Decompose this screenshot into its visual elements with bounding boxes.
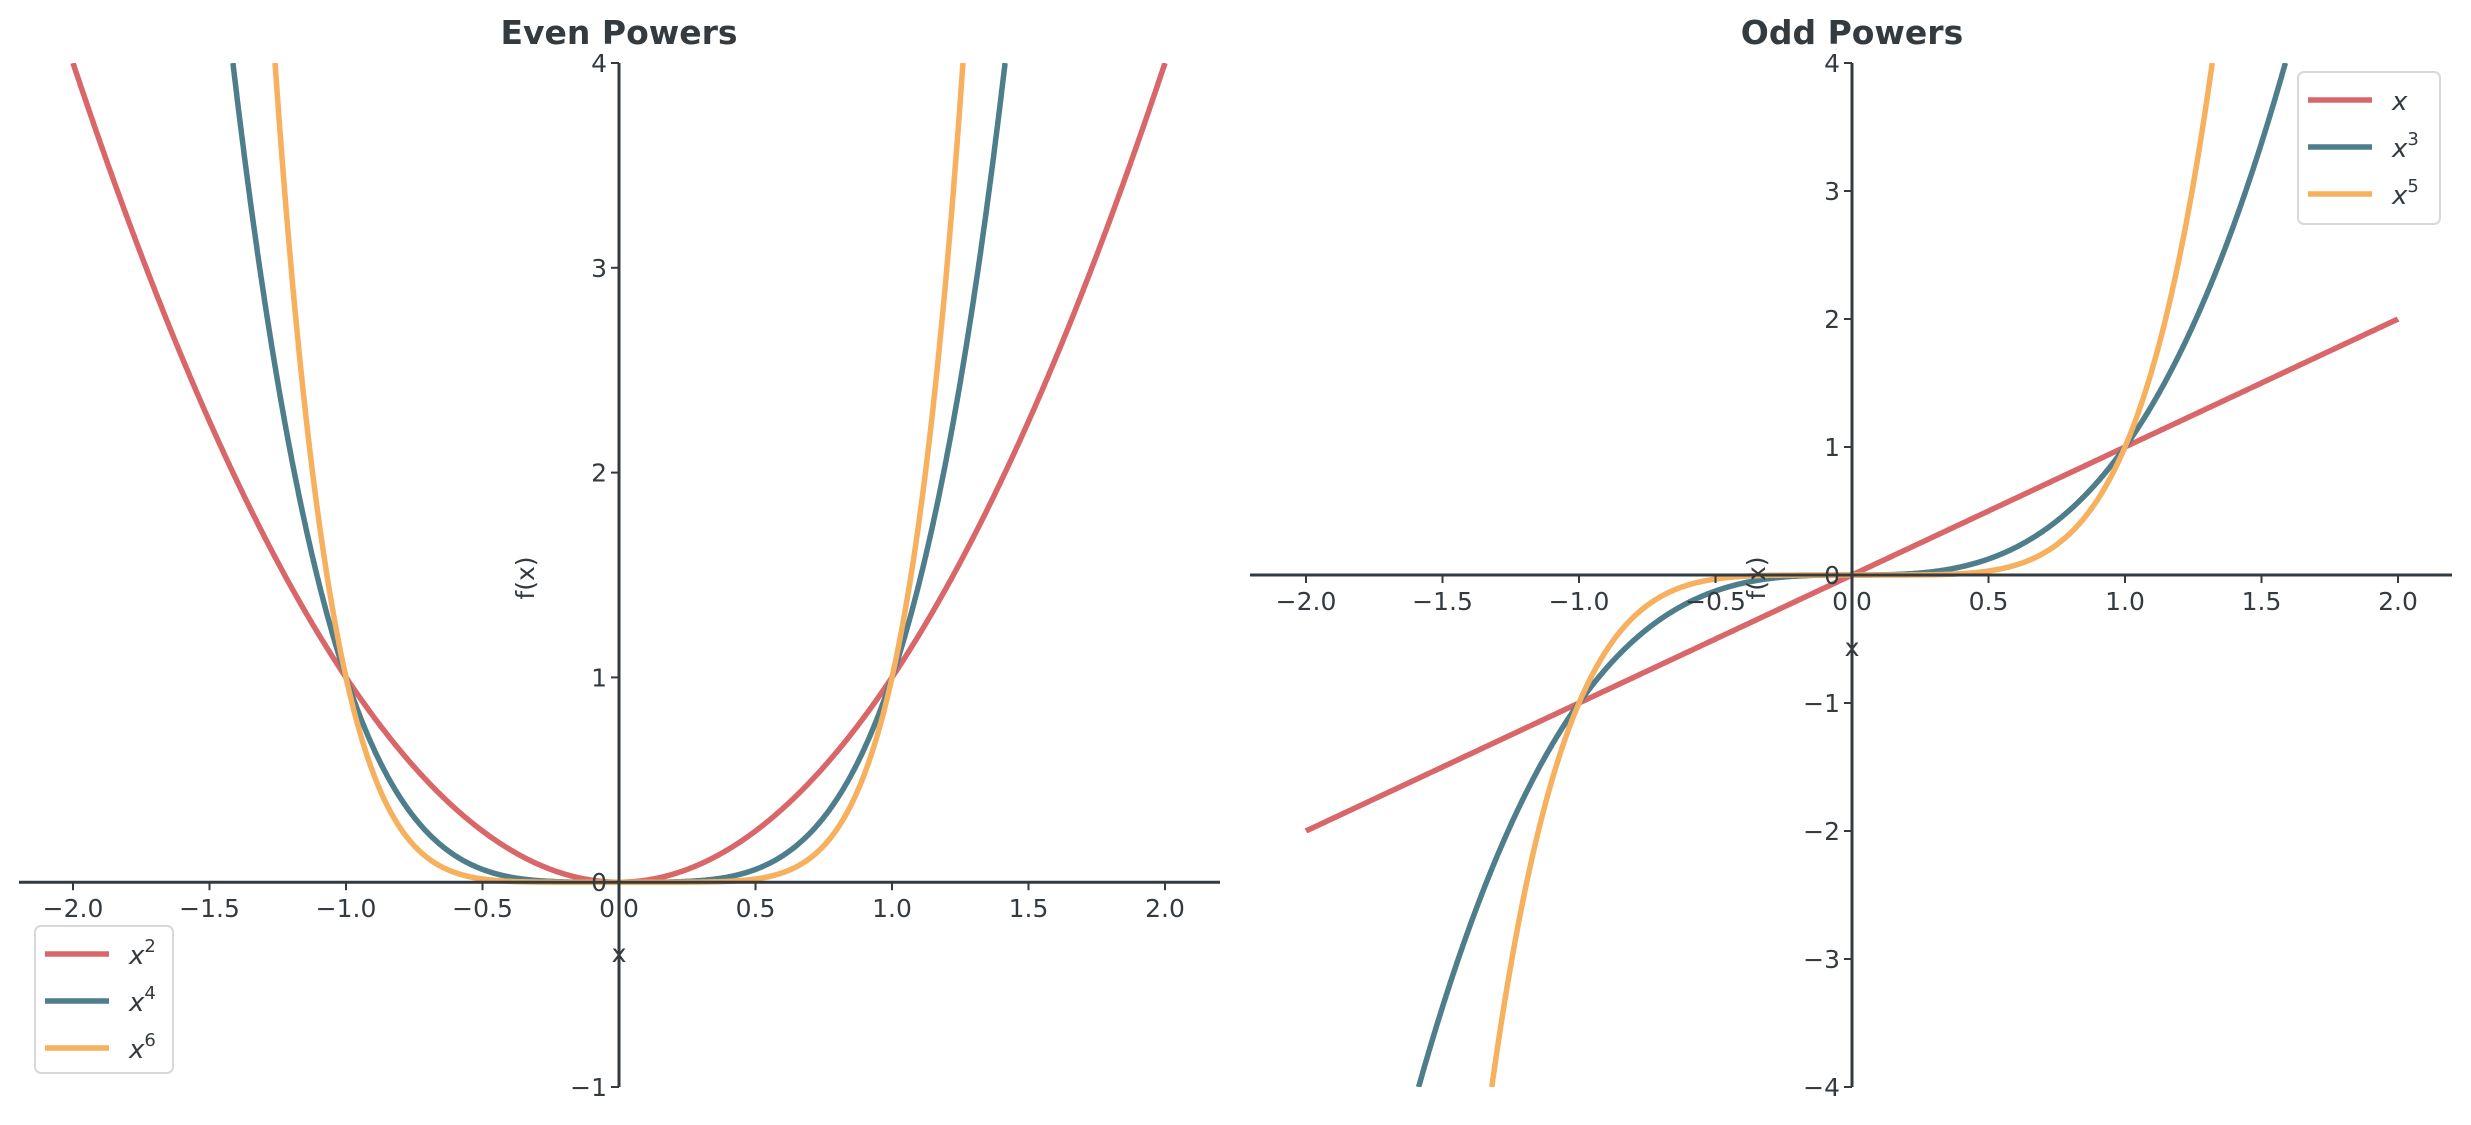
legend-label: x2: [128, 936, 156, 971]
x-tick-label: 1.5: [1009, 894, 1049, 923]
x-tick-label: 2.0: [2378, 587, 2418, 616]
legend-label: x6: [128, 1030, 156, 1065]
legend-label: x3: [2391, 129, 2419, 164]
x-tick-label: 0.5: [736, 894, 776, 923]
y-tick-label: 2: [1824, 305, 1840, 334]
y-tick-label: 1: [1824, 433, 1840, 462]
y-tick-label: 3: [591, 254, 607, 283]
legend-label-exponent: 6: [144, 1030, 155, 1051]
x-axis-label: x: [612, 939, 627, 968]
legend-label-exponent: 5: [2407, 176, 2418, 197]
legend-label-exponent: 2: [144, 936, 155, 957]
y-tick-label: −1: [1803, 689, 1840, 718]
x-tick-label: −0.5: [452, 894, 513, 923]
x-tick-label: 1.0: [2105, 587, 2145, 616]
x-tick-label: −1.5: [1412, 587, 1473, 616]
legend-label-exponent: 4: [144, 983, 155, 1004]
y-tick-label: −4: [1803, 1073, 1840, 1102]
y-tick-label: 2: [591, 459, 607, 488]
y-tick-label: −1: [570, 1073, 607, 1102]
x-tick-label: 1.0: [872, 894, 912, 923]
x-tick-label: 0.0: [599, 894, 639, 923]
odd-powers-chart: Odd Powers −2.0 −1.5 −1.0 −0.5 0.0 0.5 1.0 1.5 2.…: [1250, 13, 2452, 1102]
legend-label: x5: [2391, 176, 2419, 211]
x-tick-label: −1.0: [316, 894, 377, 923]
x-tick-label: −2.0: [43, 894, 104, 923]
y-tick-label: −2: [1803, 817, 1840, 846]
x-tick-label: 0.0: [1832, 587, 1872, 616]
y-tick-label: −3: [1803, 945, 1840, 974]
legend-item-x5: x5: [2308, 176, 2419, 211]
x-axis-label: x: [1845, 633, 1860, 662]
legend-label-base: x: [128, 941, 145, 971]
legend-item-x4: x4: [45, 983, 156, 1018]
x-tick-label: −1.0: [1549, 587, 1610, 616]
legend-item-x2: x2: [45, 936, 156, 971]
x-tick-label: 2.0: [1145, 894, 1185, 923]
x-tick-label: 0.5: [1969, 587, 2009, 616]
legend-item-x: x: [2308, 87, 2408, 117]
x-tick-label: −0.5: [1685, 587, 1746, 616]
x-tick-label: 1.5: [2242, 587, 2282, 616]
legend-item-x3: x3: [2308, 129, 2419, 164]
legend-item-x6: x6: [45, 1030, 156, 1065]
y-axis-label: f(x): [511, 556, 540, 599]
x-tick-label: −2.0: [1276, 587, 1337, 616]
legend-label: x: [2391, 87, 2408, 117]
legend-label-exponent: 3: [2407, 129, 2418, 150]
legend-label-base: x: [128, 1035, 145, 1065]
y-axis-label: f(x): [1742, 556, 1771, 599]
y-tick-label: 1: [591, 663, 607, 692]
y-tick-label: 4: [1824, 49, 1840, 78]
y-tick-label: 0: [591, 868, 607, 897]
legend-label-base: x: [2391, 181, 2408, 211]
chart-title: Odd Powers: [1741, 13, 1963, 52]
legend-label-base: x: [2391, 87, 2408, 117]
x-tick-label: −1.5: [179, 894, 240, 923]
chart-title: Even Powers: [500, 13, 737, 52]
y-tick-label: 3: [1824, 177, 1840, 206]
y-tick-label: 4: [591, 49, 607, 78]
y-tick-label: 0: [1824, 561, 1840, 590]
legend-label-base: x: [2391, 134, 2408, 164]
even-powers-chart: Even Powers −2.0 −1.5 −1.0 −0.5 0.0 0.5 1.0 1.5 2…: [19, 13, 1220, 1102]
legend-label: x4: [128, 983, 156, 1018]
legend-label-base: x: [128, 988, 145, 1018]
